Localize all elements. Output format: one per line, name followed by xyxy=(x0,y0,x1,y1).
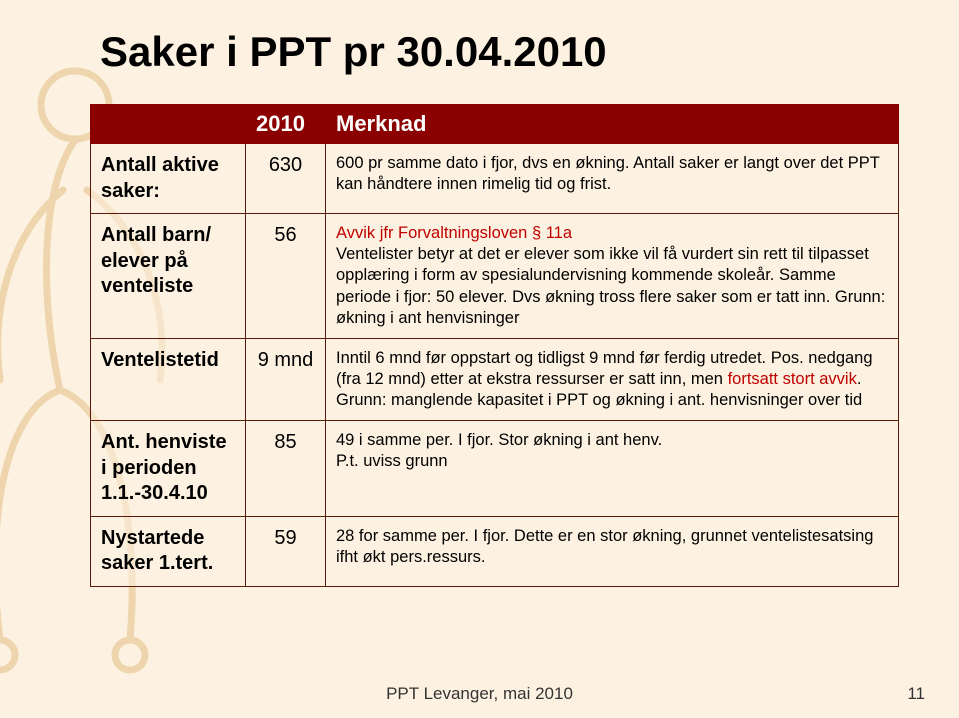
th-year: 2010 xyxy=(246,105,326,144)
table-row: Nystartede saker 1.tert. 59 28 for samme… xyxy=(91,516,899,586)
row-value: 630 xyxy=(246,144,326,214)
table-row: Ventelistetid 9 mnd Inntil 6 mnd før opp… xyxy=(91,338,899,420)
row-label: Antall aktive saker: xyxy=(91,144,246,214)
row-label: Ventelistetid xyxy=(91,338,246,420)
th-note: Merknad xyxy=(326,105,899,144)
row-note: Avvik jfr Forvaltningsloven § 11a Ventel… xyxy=(326,214,899,339)
row-value: 9 mnd xyxy=(246,338,326,420)
row-note: Inntil 6 mnd før oppstart og tidligst 9 … xyxy=(326,338,899,420)
row-label: Antall barn/ elever på venteliste xyxy=(91,214,246,339)
page-number: 11 xyxy=(907,684,925,704)
note-text: P.t. uviss grunn xyxy=(336,452,448,470)
row-value: 85 xyxy=(246,421,326,517)
row-label: Ant. henviste i perioden 1.1.-30.4.10 xyxy=(91,421,246,517)
row-label: Nystartede saker 1.tert. xyxy=(91,516,246,586)
slide-footer: PPT Levanger, mai 2010 xyxy=(0,684,959,704)
row-note: 49 i samme per. I fjor. Stor økning i an… xyxy=(326,421,899,517)
data-table: 2010 Merknad Antall aktive saker: 630 60… xyxy=(90,104,899,587)
note-emphasis: Avvik jfr Forvaltningsloven § 11a xyxy=(336,224,572,242)
note-text: 49 i samme per. I fjor. Stor økning i an… xyxy=(336,431,662,449)
row-note: 600 pr samme dato i fjor, dvs en økning.… xyxy=(326,144,899,214)
table-row: Antall barn/ elever på venteliste 56 Avv… xyxy=(91,214,899,339)
note-text: Ventelister betyr at det er elever som i… xyxy=(336,245,885,326)
row-value: 59 xyxy=(246,516,326,586)
table-row: Antall aktive saker: 630 600 pr samme da… xyxy=(91,144,899,214)
row-note: 28 for samme per. I fjor. Dette er en st… xyxy=(326,516,899,586)
table-row: Ant. henviste i perioden 1.1.-30.4.10 85… xyxy=(91,421,899,517)
table-header-row: 2010 Merknad xyxy=(91,105,899,144)
th-blank xyxy=(91,105,246,144)
row-value: 56 xyxy=(246,214,326,339)
note-emphasis: fortsatt stort avvik xyxy=(728,370,857,388)
slide-title: Saker i PPT pr 30.04.2010 xyxy=(100,28,899,76)
